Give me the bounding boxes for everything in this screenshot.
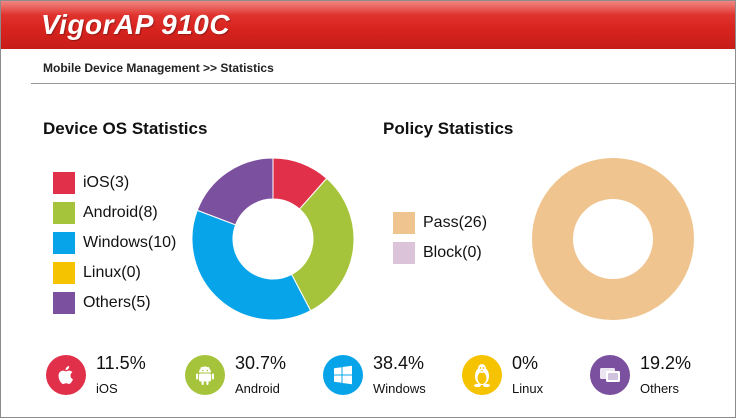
legend-item-pass: Pass(26) — [393, 208, 487, 238]
legend-swatch-linux — [53, 262, 75, 284]
legend-item-ios: iOS(3) — [53, 168, 176, 198]
devices-icon — [590, 355, 630, 395]
legend-swatch-others — [53, 292, 75, 314]
policy-donut-chart — [532, 158, 694, 320]
slice-pass — [532, 158, 694, 320]
legend-swatch-block — [393, 242, 415, 264]
legend-label-others: Others(5) — [83, 294, 151, 311]
legend-item-android: Android(8) — [53, 198, 176, 228]
divider — [31, 83, 735, 84]
header-bar: VigorAP 910C — [1, 1, 735, 49]
policy-title: Policy Statistics — [383, 119, 514, 138]
device-os-legend: iOS(3) Android(8) Windows(10) Linux(0) O… — [53, 168, 176, 318]
breadcrumb: Mobile Device Management >> Statistics — [43, 61, 274, 75]
device-os-title: Device OS Statistics — [43, 119, 208, 138]
product-title: VigorAP 910C — [41, 9, 231, 40]
stat-pct-others: 19.2% — [640, 353, 692, 373]
legend-item-block: Block(0) — [393, 238, 487, 268]
stat-name-android: Android — [235, 381, 280, 396]
stat-pct-android: 30.7% — [235, 353, 287, 373]
legend-label-pass: Pass(26) — [423, 214, 488, 231]
stat-pct-windows: 38.4% — [373, 353, 425, 373]
legend-label-linux: Linux(0) — [83, 264, 141, 281]
legend-swatch-android — [53, 202, 75, 224]
apple-icon — [46, 355, 86, 395]
legend-swatch-pass — [393, 212, 415, 234]
legend-label-android: Android(8) — [83, 204, 158, 221]
stat-name-ios: iOS — [96, 381, 118, 396]
legend-label-windows: Windows(10) — [83, 234, 177, 251]
device-os-donut-chart — [191, 157, 355, 321]
stat-name-windows: Windows — [373, 381, 426, 396]
legend-label-ios: iOS(3) — [83, 174, 130, 191]
legend-item-linux: Linux(0) — [53, 258, 176, 288]
legend-label-block: Block(0) — [423, 244, 482, 261]
legend-swatch-windows — [53, 232, 75, 254]
stat-pct-ios: 11.5% — [96, 353, 146, 373]
stat-name-linux: Linux — [512, 381, 544, 396]
legend-item-windows: Windows(10) — [53, 228, 176, 258]
linux-icon — [462, 355, 502, 395]
stat-pct-linux: 0% — [512, 353, 539, 373]
windows-icon — [323, 355, 363, 395]
legend-item-others: Others(5) — [53, 288, 176, 318]
slice-android — [290, 177, 355, 312]
slice-windows — [191, 209, 312, 321]
android-icon — [185, 355, 225, 395]
slice-others — [196, 157, 274, 226]
policy-legend: Pass(26) Block(0) — [393, 208, 487, 268]
legend-swatch-ios — [53, 172, 75, 194]
stat-name-others: Others — [640, 381, 680, 396]
